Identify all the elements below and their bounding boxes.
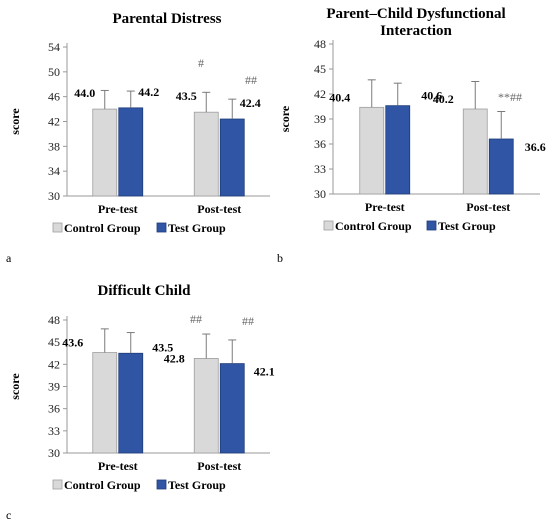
legend-swatch	[156, 479, 167, 490]
data-label: 44.2	[138, 85, 159, 99]
chart-panel-c: Difficult Child 30 33 36 39 42 45 48 score 43.6 43…	[6, 283, 275, 522]
legend-swatch	[52, 479, 63, 490]
y-tick-label: 48	[48, 313, 60, 327]
bar-test-post-test	[219, 363, 245, 454]
y-tick-label: 34	[48, 164, 60, 178]
data-label: 43.5	[176, 89, 197, 103]
chart-title: Parental Distress	[112, 11, 221, 27]
legend-swatch	[323, 220, 334, 231]
y-tick-label: 33	[48, 424, 60, 438]
legend-label: Control Group	[64, 478, 141, 492]
chart-panel-a: Parental Distress 30 34 38 42 46 50 54 score 44.0…	[6, 11, 270, 265]
legend-label: Control Group	[335, 219, 412, 233]
y-axis-label: score	[278, 105, 292, 132]
y-tick-label: 50	[48, 65, 60, 79]
bar-test-pre-test	[118, 107, 144, 197]
y-tick-label: 36	[48, 402, 60, 416]
y-tick-label: 46	[48, 90, 60, 104]
data-label: 44.0	[74, 86, 95, 100]
y-tick-label: 30	[48, 189, 60, 203]
significance-marker: **##	[498, 90, 522, 104]
x-category-label: Post-test	[197, 202, 241, 216]
bar-control-post-test	[462, 108, 488, 195]
y-tick-label: 42	[314, 87, 326, 101]
bar-test-pre-test	[385, 105, 411, 195]
chart-title: Difficult Child	[98, 283, 192, 299]
legend-swatch	[156, 222, 167, 233]
data-label: 43.6	[62, 336, 83, 350]
y-tick-label: 33	[314, 162, 326, 176]
bar-test-post-test	[488, 138, 514, 195]
x-category-label: Post-test	[197, 459, 241, 473]
y-tick-label: 42	[48, 357, 60, 371]
legend-label: Test Group	[438, 219, 496, 233]
significance-marker: ##	[245, 73, 257, 87]
data-label: 40.2	[433, 92, 454, 106]
significance-marker: ##	[190, 312, 202, 326]
y-tick-label: 48	[314, 37, 326, 51]
y-tick-label: 39	[48, 380, 60, 394]
x-category-label: Pre-test	[98, 202, 138, 216]
significance-marker: ##	[242, 314, 254, 328]
panel-letter: c	[6, 508, 11, 522]
data-label: 36.6	[525, 140, 546, 154]
bar-test-pre-test	[118, 352, 144, 454]
y-tick-label: 38	[48, 139, 60, 153]
significance-marker: #	[198, 56, 204, 70]
data-label: 42.8	[164, 351, 185, 365]
x-category-label: Pre-test	[98, 459, 138, 473]
data-label: 42.1	[254, 365, 275, 379]
x-category-label: Post-test	[466, 200, 510, 214]
bar-test-post-test	[219, 118, 245, 197]
legend-label: Test Group	[168, 478, 226, 492]
y-tick-label: 42	[48, 115, 60, 129]
y-tick-label: 30	[48, 446, 60, 460]
bar-control-pre-test	[92, 352, 118, 454]
y-tick-label: 36	[314, 137, 326, 151]
data-label: 42.4	[240, 96, 261, 110]
legend-swatch	[426, 220, 437, 231]
panel-letter: b	[277, 251, 283, 265]
panel-letter: a	[6, 251, 12, 265]
bar-control-pre-test	[359, 106, 385, 195]
y-axis-label: score	[8, 108, 22, 135]
y-tick-label: 45	[48, 335, 60, 349]
y-tick-label: 45	[314, 62, 326, 76]
y-axis-label: score	[8, 373, 22, 400]
x-category-label: Pre-test	[365, 200, 405, 214]
legend-swatch	[52, 222, 63, 233]
legend-label: Control Group	[64, 221, 141, 235]
y-tick-label: 30	[314, 187, 326, 201]
data-label: 43.5	[152, 340, 173, 354]
y-tick-label: 39	[314, 112, 326, 126]
chart-title: Interaction	[380, 23, 452, 39]
data-label: 40.4	[329, 90, 350, 104]
data-label: 40.6	[421, 89, 442, 103]
chart-title: Parent–Child Dysfunctional	[326, 6, 505, 22]
bar-control-post-test	[193, 358, 219, 454]
legend-label: Test Group	[168, 221, 226, 235]
bar-control-post-test	[193, 111, 219, 197]
bar-control-pre-test	[92, 108, 118, 197]
y-tick-label: 54	[48, 40, 60, 54]
